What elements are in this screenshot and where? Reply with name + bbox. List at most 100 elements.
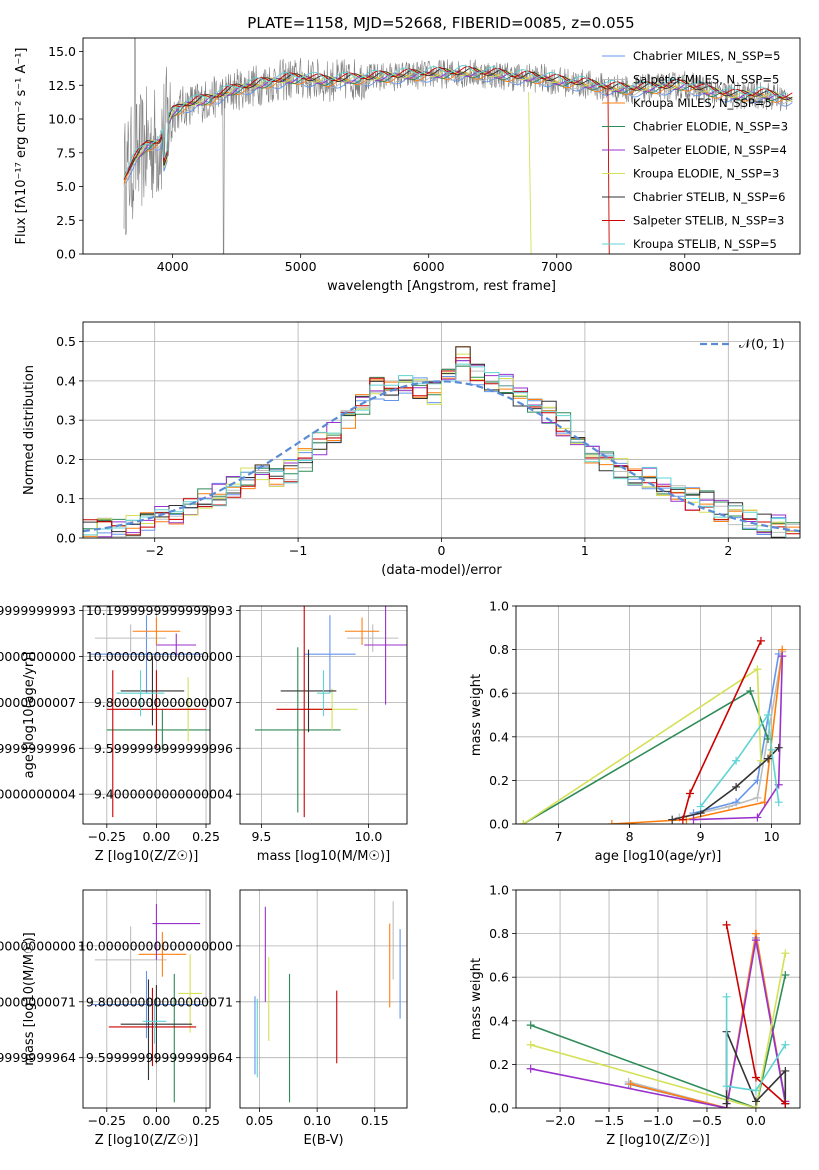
mass-weight-point xyxy=(756,636,765,645)
axes-frame xyxy=(515,605,801,825)
y-tick-label: 0.4 xyxy=(489,1013,509,1028)
y-tick-label: 0.6 xyxy=(489,970,509,985)
y-tick-label: 9.59999999999999964 xyxy=(0,1050,76,1065)
mass-weight-point xyxy=(781,949,790,958)
plot-body xyxy=(526,920,790,1108)
legend-entry: Salpeter MILES, N_SSP=5 xyxy=(633,73,779,87)
mass-weight-line-8 xyxy=(725,996,786,1092)
age-vs-mass-panel: 9.5 10.0 9.4000000000000004 9.5999999999999… xyxy=(86,603,408,864)
x-tick-label: 0.15 xyxy=(361,1113,389,1128)
mass-weight-point xyxy=(722,1082,731,1091)
gaussian-reference xyxy=(83,380,800,533)
model-dropout xyxy=(607,85,610,254)
y-tick-label: 9.59999999999999964 xyxy=(86,1050,233,1065)
mass-weight-point xyxy=(526,1021,535,1030)
y-tick-label: 9.80000000000000071 xyxy=(0,994,76,1009)
mass-weight-point xyxy=(696,802,705,811)
plot-body xyxy=(83,346,800,538)
legend-entry: Kroupa STELIB, N_SSP=5 xyxy=(633,237,777,251)
observed-spectrum xyxy=(123,38,788,254)
y-tick-label: 0.4 xyxy=(489,729,509,744)
mass-weight-point xyxy=(756,756,765,765)
residuals-panel: −2 −1 0 1 2 0.0 0.1 0.2 0.3 0.4 0.5 (data-model)/er… xyxy=(22,321,801,578)
x-tick-label: 0.05 xyxy=(246,1113,274,1128)
y-tick-label: 1.0 xyxy=(489,883,509,898)
y-tick-label: 0.0 xyxy=(489,1101,509,1116)
model-spectrum-3 xyxy=(123,70,793,180)
plot-body xyxy=(254,606,407,818)
x-tick-label: −0.25 xyxy=(88,1113,126,1128)
x-axis-label: mass [log10(M/M☉)] xyxy=(257,849,390,864)
x-tick-label: −2 xyxy=(145,543,163,558)
axes-frame xyxy=(82,37,801,255)
y-tick-label: 7.5 xyxy=(56,145,76,160)
mass-weight-point xyxy=(751,1073,760,1082)
x-tick-label: −1.5 xyxy=(594,1113,624,1128)
mass-weight-point xyxy=(732,782,741,791)
mass-weight-point xyxy=(722,1099,731,1108)
mass-weight-point xyxy=(767,745,776,754)
axes-frame xyxy=(82,605,211,825)
mass-weight-point xyxy=(722,920,731,929)
y-tick-label: 0.8 xyxy=(489,926,509,941)
mass-weight-point xyxy=(725,802,733,811)
mass-weight-line-3 xyxy=(530,974,787,1108)
mass-weight-point xyxy=(751,1086,760,1095)
y-tick-label: 10.0 xyxy=(48,112,76,127)
figure-title: PLATE=1158, MJD=52668, FIBERID=0085, z=0… xyxy=(247,14,634,32)
y-tick-label: 0.3 xyxy=(56,413,76,428)
legend-entry: Chabrier STELIB, N_SSP=6 xyxy=(633,190,785,204)
mass-weight-point xyxy=(722,992,731,1001)
axes-frame xyxy=(82,889,211,1109)
y-axis-label: age [log10(age/yr)] xyxy=(22,652,37,779)
y-axis-label: mass weight xyxy=(469,958,484,1040)
mass-weight-point xyxy=(753,793,762,802)
x-tick-label: 0.25 xyxy=(192,1113,220,1128)
mass-weight-point xyxy=(685,789,694,798)
spectrum-legend: Chabrier MILES, N_SSP=5 Salpeter MILES, N… xyxy=(602,49,788,251)
x-tick-label: 0 xyxy=(438,543,446,558)
x-axis-label: Z [log10(Z/Z☉)] xyxy=(606,1133,710,1148)
x-tick-label: 0.0 xyxy=(746,1113,766,1128)
y-tick-label: 12.5 xyxy=(48,78,76,93)
histogram-series-7 xyxy=(83,357,800,536)
y-tick-label: 0.4 xyxy=(56,373,76,388)
axes-frame xyxy=(239,889,408,1109)
x-axis-label: (data-model)/error xyxy=(381,563,502,578)
model-spectrum-8 xyxy=(123,65,787,179)
y-tick-label: 5.0 xyxy=(56,179,76,194)
mass-weight-point xyxy=(626,1080,635,1089)
x-axis-label: E(B-V) xyxy=(303,1133,343,1148)
y-axis-label: Flux [fλ10⁻¹⁷ erg cm⁻² s⁻¹ A⁻¹] xyxy=(14,48,29,245)
x-tick-label: 2 xyxy=(724,543,732,558)
x-tick-label: −0.5 xyxy=(692,1113,722,1128)
legend-entry: Kroupa MILES, N_SSP=5 xyxy=(633,96,772,110)
plot-body xyxy=(123,38,793,254)
x-tick-label: 0.10 xyxy=(303,1113,331,1128)
x-tick-label: 10.0 xyxy=(355,829,383,844)
plot-area xyxy=(240,890,407,1108)
y-tick-label: 0.1 xyxy=(56,491,76,506)
y-axis-label: Normed distribution xyxy=(22,365,37,495)
legend-entry: Kroupa ELODIE, N_SSP=3 xyxy=(633,167,779,181)
mass-weight-point xyxy=(753,665,762,674)
x-tick-label: 4000 xyxy=(157,259,189,274)
y-tick-label: 0.8 xyxy=(489,642,509,657)
x-tick-label: 5000 xyxy=(285,259,317,274)
y-tick-label: 0.2 xyxy=(489,773,509,788)
x-tick-label: −1.0 xyxy=(643,1113,673,1128)
y-tick-label: 10.1999999999999993 xyxy=(86,603,233,618)
y-tick-label: 0.0 xyxy=(56,531,76,546)
histogram-series-5 xyxy=(83,353,800,538)
x-tick-label: 0.25 xyxy=(192,829,220,844)
mass-weight-point xyxy=(751,936,760,945)
legend-entry: Salpeter STELIB, N_SSP=3 xyxy=(633,214,784,228)
y-tick-label: 2.5 xyxy=(56,213,76,228)
model-spectrum-7 xyxy=(123,66,793,180)
plot-area xyxy=(516,606,800,824)
mass-weight-point xyxy=(678,815,687,824)
x-tick-label: −1 xyxy=(289,543,307,558)
mass-weight-point xyxy=(781,1066,790,1075)
x-tick-label: 7 xyxy=(555,829,563,844)
